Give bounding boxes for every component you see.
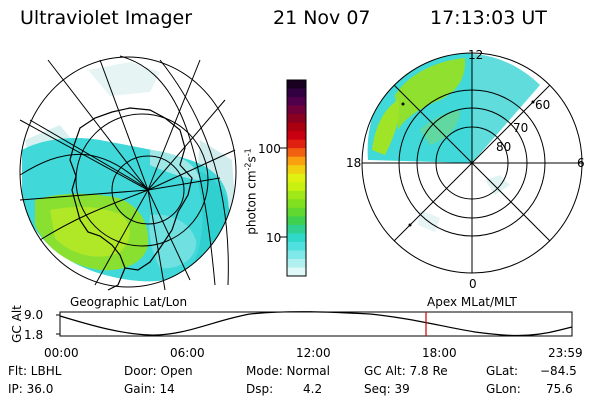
colorbar-stripe	[287, 241, 306, 251]
timeline-y-top: 9.0	[24, 308, 44, 322]
colorbar-stripe	[287, 258, 306, 268]
colorbar-stripe	[287, 148, 306, 158]
geographic-image	[19, 55, 237, 291]
dsp-value: 4.2	[303, 382, 323, 396]
colorbar-stripe	[287, 156, 306, 166]
gc-alt-axis-title: GC Alt	[10, 305, 24, 343]
colorbar-stripe	[287, 122, 306, 132]
colorbar-stripe	[287, 165, 306, 175]
colorbar-stripe	[287, 173, 306, 183]
geographic-label: Geographic Lat/Lon	[70, 295, 188, 309]
glat-value: −84.5	[540, 364, 577, 378]
colorbar	[280, 79, 307, 277]
colorbar-stripe	[287, 199, 306, 209]
gain-info: Gain: 14	[124, 382, 175, 396]
timeline-tick-2: 12:00	[296, 346, 331, 360]
colorbar-stripe	[287, 250, 306, 260]
colorbar-stripe	[287, 224, 306, 234]
colorbar-stripe	[287, 182, 306, 192]
colorbar-stripe	[287, 88, 306, 98]
cbar-tick-10: 10	[266, 231, 282, 245]
timeline-tick-1: 06:00	[170, 346, 205, 360]
mlat-label-80: 80	[496, 140, 512, 154]
mlt-label-6: 6	[577, 156, 585, 170]
flt-info: Flt: LBHL	[8, 364, 62, 378]
cbar-tick-100: 100	[258, 142, 281, 156]
mlt-label-0: 0	[469, 277, 477, 291]
mlat-label-60: 60	[535, 98, 551, 112]
colorbar-stripe	[287, 80, 306, 90]
colorbar-stripe	[287, 131, 306, 141]
colorbar-stripe	[287, 267, 306, 277]
coastline	[69, 107, 193, 271]
colorbar-unit: photon cm-2s-1	[243, 148, 259, 235]
mlat-label-70: 70	[513, 121, 529, 135]
glat-label: GLat:	[486, 364, 519, 378]
timeline-y-bottom: 1.8	[24, 328, 44, 342]
colorbar-stripe	[287, 216, 306, 226]
altitude-curve	[59, 311, 573, 337]
altitude-timeline	[56, 311, 573, 337]
ip-info: IP: 36.0	[8, 382, 54, 396]
colorbar-stripe	[287, 190, 306, 200]
apex-label: Apex MLat/MLT	[427, 295, 517, 309]
timeline-tick-3: 18:00	[422, 346, 457, 360]
colorbar-stripe	[287, 114, 306, 124]
gc-alt-info: GC Alt: 7.8 Re	[364, 364, 448, 378]
instrument-title: Ultraviolet Imager	[20, 7, 193, 29]
colorbar-stripe	[287, 105, 306, 115]
polar-plot	[361, 52, 583, 274]
seq-info: Seq: 39	[364, 382, 410, 396]
timeline-tick-4: 23:59	[548, 346, 583, 360]
glon-label: GLon:	[486, 382, 521, 396]
glon-value: 75.6	[546, 382, 573, 396]
colorbar-stripe	[287, 139, 306, 149]
timeline-tick-0: 00:00	[44, 346, 79, 360]
mode-info: Mode: Normal	[246, 364, 330, 378]
mlt-label-12: 12	[468, 48, 484, 62]
colorbar-stripe	[287, 207, 306, 217]
dsp-label: Dsp:	[246, 382, 274, 396]
colorbar-stripe	[287, 97, 306, 107]
mlt-label-18: 18	[346, 156, 362, 170]
time-label: 17:13:03 UT	[430, 7, 547, 29]
colorbar-stripe	[287, 233, 306, 243]
date-label: 21 Nov 07	[273, 7, 371, 29]
door-info: Door: Open	[124, 364, 193, 378]
